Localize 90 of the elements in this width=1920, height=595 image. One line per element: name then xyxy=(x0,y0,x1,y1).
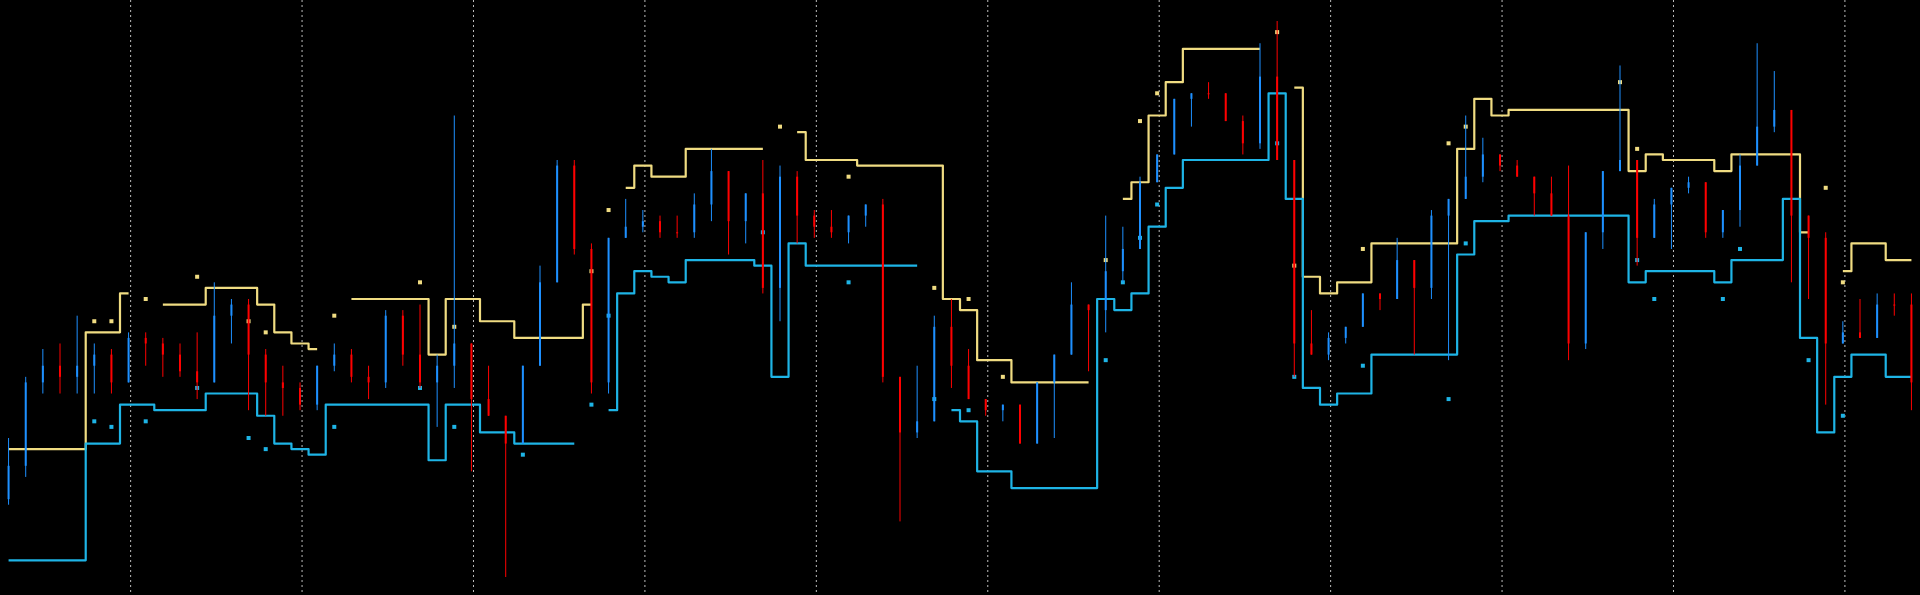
candlestick xyxy=(847,215,850,244)
point xyxy=(966,297,971,301)
point xyxy=(195,274,200,279)
candlestick xyxy=(539,265,541,367)
point xyxy=(1000,374,1005,379)
point xyxy=(1720,297,1725,301)
candlestick xyxy=(144,331,147,367)
candlestick xyxy=(899,376,901,522)
candlestick xyxy=(676,215,679,239)
point xyxy=(520,452,525,457)
candlestick xyxy=(1721,209,1724,239)
candlestick xyxy=(1241,115,1244,155)
candlestick xyxy=(1327,331,1330,361)
candlestick xyxy=(41,348,44,395)
candlestick xyxy=(1533,176,1536,217)
candlestick xyxy=(487,365,490,417)
point xyxy=(109,319,114,324)
point xyxy=(92,419,97,424)
candlestick xyxy=(864,203,867,228)
candlestick xyxy=(1893,292,1896,317)
point xyxy=(332,313,337,318)
point xyxy=(92,319,97,324)
point xyxy=(109,424,114,429)
point xyxy=(1446,141,1451,146)
candlestick xyxy=(299,381,301,411)
point xyxy=(263,447,268,452)
candlestick xyxy=(916,365,919,439)
candlestick xyxy=(813,209,816,239)
point xyxy=(1635,146,1640,151)
point xyxy=(1103,358,1108,363)
candlestick xyxy=(830,209,833,239)
candlestick xyxy=(76,315,79,395)
candlestick xyxy=(1379,292,1381,311)
point xyxy=(1138,119,1142,124)
candlestick xyxy=(1001,404,1004,422)
candlestick xyxy=(179,342,181,378)
point xyxy=(263,330,268,335)
point xyxy=(966,408,971,413)
point xyxy=(1806,358,1811,363)
candlestick xyxy=(1190,92,1193,128)
candlestick xyxy=(1499,153,1501,172)
candlestick xyxy=(230,298,233,344)
candlestick xyxy=(1019,404,1021,445)
candlestick xyxy=(436,354,439,428)
point xyxy=(143,419,148,424)
candlestick xyxy=(93,342,96,395)
candlestick xyxy=(659,215,661,239)
point xyxy=(589,402,594,407)
candlestick xyxy=(1739,153,1741,228)
point xyxy=(452,424,457,429)
point xyxy=(332,424,337,429)
point xyxy=(1840,280,1845,285)
point xyxy=(418,280,422,285)
candlestick xyxy=(1310,309,1313,356)
candlestick xyxy=(1550,176,1553,217)
candlestick xyxy=(367,365,370,400)
point xyxy=(1738,246,1742,251)
candlestick xyxy=(59,342,61,395)
point xyxy=(1823,185,1828,190)
candlestick xyxy=(624,198,627,239)
candlestick xyxy=(641,209,644,233)
candlestick xyxy=(1859,298,1861,339)
candlestick xyxy=(161,337,164,378)
point xyxy=(1463,241,1468,246)
point xyxy=(143,297,148,301)
candlestick xyxy=(333,342,336,372)
point xyxy=(1446,397,1451,402)
candlestick xyxy=(1259,42,1261,150)
candlestick xyxy=(1670,187,1673,250)
point xyxy=(846,174,851,179)
candlestick xyxy=(1447,198,1450,361)
candlestick xyxy=(281,365,284,417)
point xyxy=(1155,202,1160,207)
point xyxy=(846,280,851,285)
candlestick xyxy=(1807,215,1810,300)
candlestick xyxy=(1481,137,1484,183)
point xyxy=(1652,297,1657,301)
point xyxy=(1360,246,1365,251)
point xyxy=(1840,413,1845,418)
point xyxy=(932,285,937,290)
point xyxy=(1360,363,1365,368)
candlestick xyxy=(1087,304,1090,372)
candlestick xyxy=(779,165,781,322)
point xyxy=(1155,91,1160,96)
candlestick xyxy=(1207,81,1210,100)
point xyxy=(246,436,251,440)
candlestick xyxy=(1773,70,1776,133)
candlestick xyxy=(350,348,353,383)
point xyxy=(606,208,611,213)
point xyxy=(778,124,782,129)
